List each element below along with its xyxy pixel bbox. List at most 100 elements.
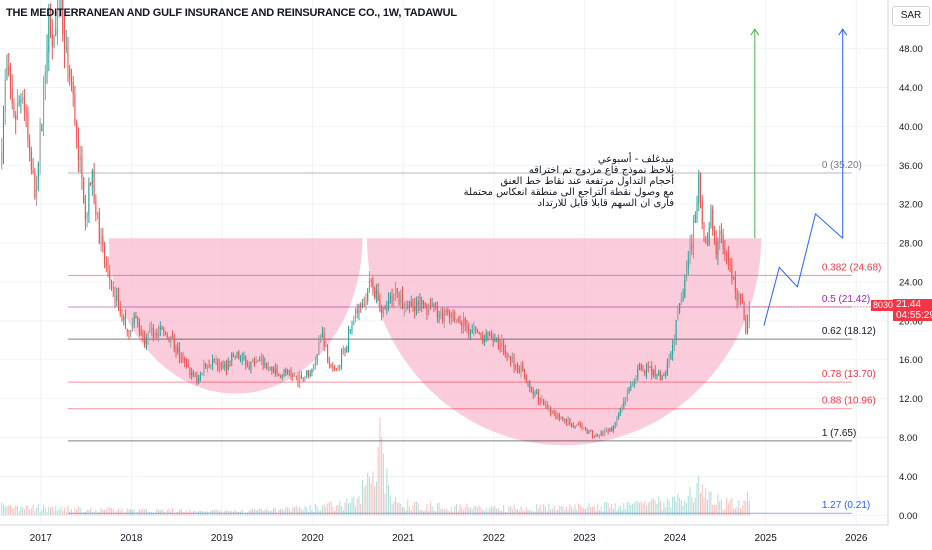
candle-body bbox=[583, 427, 585, 429]
candle-body bbox=[595, 434, 597, 438]
candle-body bbox=[285, 369, 287, 374]
candle-body bbox=[349, 329, 351, 332]
volume-bar bbox=[647, 503, 649, 516]
volume-bar bbox=[527, 509, 529, 516]
volume-bar bbox=[577, 503, 580, 516]
time-axis[interactable]: 2017 2018 2019 2020 2021 2022 2023 2024 2025 2026 bbox=[0, 524, 932, 550]
candle-body bbox=[691, 244, 693, 249]
candle-body bbox=[745, 316, 747, 332]
volume-bar bbox=[43, 504, 45, 516]
volume-bar bbox=[597, 503, 599, 516]
candle-body bbox=[49, 7, 52, 35]
candle-body bbox=[351, 325, 353, 330]
candle-body bbox=[236, 352, 238, 356]
candle-body bbox=[645, 366, 648, 374]
candle-body bbox=[192, 372, 194, 376]
candle-body bbox=[100, 236, 102, 244]
volume-bar bbox=[266, 508, 268, 516]
volume-bar bbox=[473, 506, 475, 516]
volume-bar bbox=[16, 505, 18, 516]
candle-body bbox=[652, 369, 654, 375]
candle-body bbox=[300, 375, 303, 379]
fib-level-label: 0.382 (24.68) bbox=[822, 262, 882, 273]
volume-bar bbox=[419, 510, 421, 516]
candle-body bbox=[391, 296, 393, 302]
volume-bar bbox=[428, 510, 430, 516]
volume-bar bbox=[62, 511, 64, 516]
volume-bar bbox=[121, 508, 123, 516]
volume-bar bbox=[384, 494, 386, 516]
candle-body bbox=[686, 267, 688, 281]
volume-bar bbox=[424, 510, 426, 516]
volume-bar bbox=[699, 493, 702, 516]
candle-body bbox=[593, 436, 595, 438]
candle-body bbox=[175, 349, 177, 353]
candle-body bbox=[245, 355, 247, 365]
candle-body bbox=[8, 66, 10, 75]
candle-body bbox=[626, 392, 628, 401]
candle-body bbox=[706, 241, 709, 244]
note-line: أحجام التداول مرتفعة عند نقاط خط العنق bbox=[500, 176, 674, 187]
volume-bar bbox=[637, 501, 639, 516]
volume-bar bbox=[689, 486, 691, 516]
volume-bar bbox=[583, 508, 585, 516]
volume-bar bbox=[48, 506, 50, 516]
candle-body bbox=[475, 326, 477, 329]
candle-body bbox=[546, 404, 548, 409]
price-tick-label: 12.00 bbox=[899, 394, 923, 405]
volume-bar bbox=[703, 497, 705, 516]
price-axis[interactable]: 0.00 4.00 8.00 12.00 16.00 20.00 24.00 28.00 32.… bbox=[887, 0, 932, 550]
volume-bar bbox=[696, 482, 698, 516]
note-line: نلاحظ نموذج قاع مزدوج تم اختراقه bbox=[528, 165, 674, 176]
volume-bar bbox=[109, 507, 111, 516]
candle-body bbox=[687, 260, 689, 268]
candle-body bbox=[733, 277, 735, 279]
volume-bar bbox=[144, 508, 146, 516]
volume-bar bbox=[518, 510, 520, 516]
volume-bar bbox=[726, 497, 728, 516]
candle-body bbox=[705, 240, 707, 242]
volume-bar bbox=[684, 500, 686, 516]
currency-button[interactable]: SAR bbox=[892, 6, 930, 26]
candle-body bbox=[741, 297, 743, 303]
candle-body bbox=[672, 344, 674, 355]
candle-body bbox=[215, 358, 217, 360]
volume-bar bbox=[449, 511, 451, 516]
candle-body bbox=[253, 359, 255, 364]
volume-bar bbox=[367, 473, 369, 516]
volume-bar bbox=[551, 508, 553, 516]
candle-body bbox=[154, 333, 156, 338]
volume-bar bbox=[534, 511, 536, 516]
candle-body bbox=[442, 311, 444, 321]
candle-body bbox=[701, 200, 703, 224]
candle-body bbox=[217, 358, 219, 370]
candle-body bbox=[140, 331, 142, 336]
fib-level-label: 0.78 (13.70) bbox=[822, 369, 876, 380]
volume-bar bbox=[611, 504, 613, 516]
candle-body bbox=[354, 309, 357, 323]
volume-bar bbox=[112, 508, 114, 516]
candle-body bbox=[647, 366, 649, 368]
candle-body bbox=[635, 378, 637, 383]
volume-bar bbox=[222, 513, 224, 516]
candle-body bbox=[426, 304, 428, 316]
volume-bar bbox=[342, 509, 344, 516]
candle-body bbox=[726, 253, 728, 255]
volume-bar bbox=[560, 506, 562, 516]
volume-bar bbox=[225, 509, 228, 516]
volume-bar bbox=[356, 498, 358, 516]
candle-body bbox=[729, 262, 731, 266]
volume-bar bbox=[691, 496, 693, 516]
candle-body bbox=[147, 332, 149, 340]
candle-body bbox=[456, 319, 458, 321]
candle-body bbox=[447, 311, 449, 314]
volume-bar bbox=[537, 508, 539, 516]
volume-bar bbox=[555, 510, 557, 516]
candle-body bbox=[520, 365, 522, 373]
candle-body bbox=[98, 212, 100, 244]
candle-body bbox=[550, 408, 552, 414]
candle-body bbox=[527, 381, 529, 383]
volume-bar bbox=[192, 510, 194, 516]
candle-body bbox=[199, 374, 201, 379]
